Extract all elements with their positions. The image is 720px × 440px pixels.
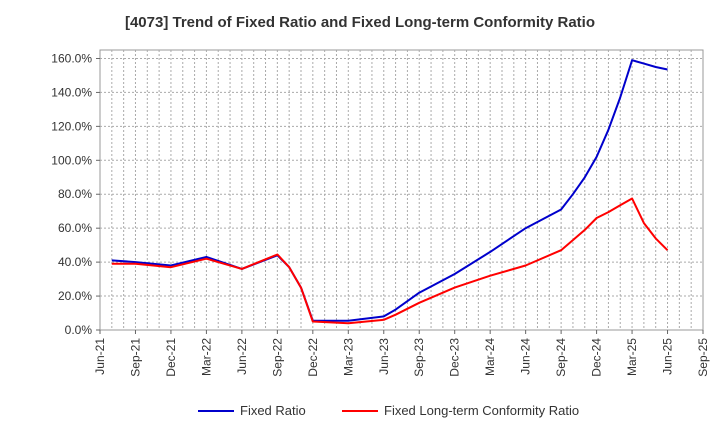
x-tick-label: Jun-25 — [661, 338, 675, 375]
y-tick-label: 60.0% — [58, 221, 92, 235]
x-tick-label: Sep-24 — [554, 338, 568, 377]
x-tick-label: Dec-22 — [306, 338, 320, 377]
x-tick-label: Mar-25 — [625, 338, 639, 376]
y-tick-label: 0.0% — [65, 323, 93, 337]
y-tick-label: 20.0% — [58, 289, 92, 303]
x-tick-label: Mar-22 — [199, 338, 213, 376]
legend-label-1: Fixed Ratio — [240, 403, 306, 418]
axis-layer: Jun-21 Sep-21 Dec-21 Mar-22 Jun-22 Sep-22 Dec-… — [51, 51, 710, 376]
x-tick-label: Dec-24 — [590, 338, 604, 377]
y-tick-label: 100.0% — [51, 153, 92, 167]
x-tick-label: Dec-23 — [448, 338, 462, 377]
chart-title: [4073] Trend of Fixed Ratio and Fixed Lo… — [124, 14, 596, 31]
legend-layer: Fixed Ratio Fixed Long-term Conformity Ra… — [198, 403, 579, 418]
x-tick-label: Dec-21 — [164, 338, 178, 377]
y-tick-label: 120.0% — [51, 119, 92, 133]
x-tick-label: Sep-25 — [696, 338, 710, 377]
legend-label-2: Fixed Long-term Conformity Ratio — [384, 403, 579, 418]
x-tick-label: Sep-21 — [128, 338, 142, 377]
x-tick-label: Jun-21 — [93, 338, 107, 375]
x-tick-label: Mar-24 — [483, 338, 497, 376]
series-layer — [111, 59, 669, 325]
y-tick-label: 140.0% — [51, 85, 92, 99]
x-tick-label: Sep-22 — [270, 338, 284, 377]
x-tick-label: Jun-22 — [235, 338, 249, 375]
x-tick-label: Jun-23 — [377, 338, 391, 375]
x-tick-label: Jun-24 — [519, 338, 533, 375]
plot-frame — [99, 49, 704, 331]
grid-layer — [99, 49, 704, 331]
y-tick-label: 40.0% — [58, 255, 92, 269]
x-tick-label: Mar-23 — [341, 338, 355, 376]
y-tick-label: 80.0% — [58, 187, 92, 201]
x-tick-label: Sep-23 — [412, 338, 426, 377]
y-tick-label: 160.0% — [51, 51, 92, 65]
series-line-2 — [111, 197, 669, 325]
